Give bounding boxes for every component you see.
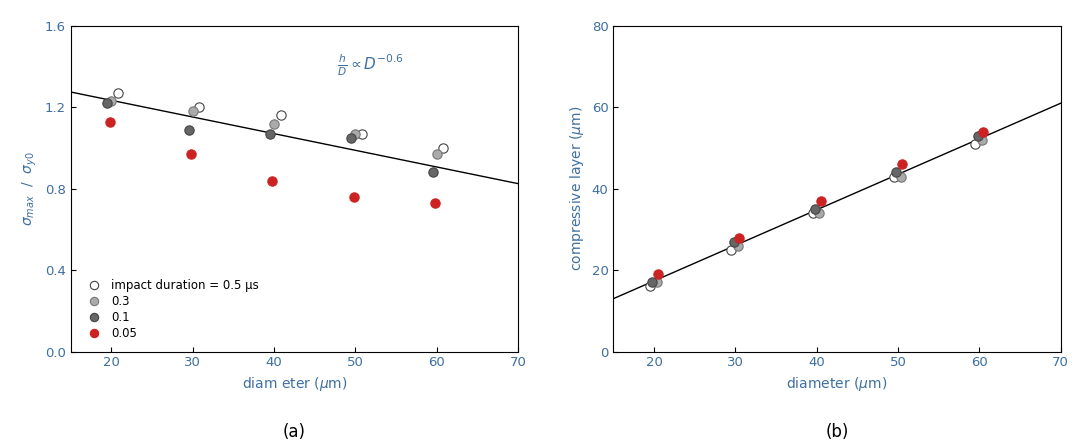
Point: [807, 206, 824, 213]
Point: [347, 130, 364, 138]
X-axis label: diameter ($\mu$m): diameter ($\mu$m): [787, 375, 887, 393]
Point: [894, 161, 911, 168]
Y-axis label: $\sigma_{max}$  /  $\sigma_{y0}$: $\sigma_{max}$ / $\sigma_{y0}$: [21, 151, 39, 226]
Point: [353, 130, 371, 138]
Point: [969, 132, 986, 139]
Point: [184, 108, 202, 115]
Point: [641, 283, 658, 290]
Point: [812, 198, 829, 205]
Point: [647, 279, 665, 286]
Point: [644, 279, 662, 286]
Point: [811, 210, 828, 217]
Point: [424, 169, 441, 176]
Point: [271, 112, 289, 119]
Point: [191, 104, 208, 111]
Point: [265, 120, 282, 127]
Point: [98, 100, 116, 107]
Point: [346, 193, 363, 200]
Point: [109, 89, 126, 97]
Point: [435, 145, 452, 152]
Legend: impact duration = 0.5 μs, 0.3, 0.1, 0.05: impact duration = 0.5 μs, 0.3, 0.1, 0.05: [76, 273, 265, 346]
Point: [725, 238, 742, 245]
Point: [723, 246, 740, 253]
Point: [967, 140, 984, 147]
Point: [180, 126, 197, 133]
Point: [264, 177, 281, 184]
Point: [342, 134, 360, 142]
Point: [101, 118, 119, 125]
Point: [974, 128, 992, 135]
Point: [650, 271, 667, 278]
Point: [885, 173, 903, 180]
Text: (a): (a): [282, 423, 306, 441]
X-axis label: diam eter ($\mu$m): diam eter ($\mu$m): [242, 375, 348, 393]
Y-axis label: compressive layer ($\mu$m): compressive layer ($\mu$m): [568, 106, 586, 271]
Point: [887, 169, 905, 176]
Point: [892, 173, 909, 180]
Point: [182, 150, 199, 158]
Text: $\frac{h}{D}$$\propto D^{-0.6}$: $\frac{h}{D}$$\propto D^{-0.6}$: [337, 52, 404, 78]
Text: (b): (b): [825, 423, 849, 441]
Point: [428, 150, 446, 158]
Point: [426, 199, 444, 206]
Point: [973, 136, 991, 143]
Point: [102, 97, 120, 105]
Point: [730, 234, 748, 241]
Point: [804, 210, 822, 217]
Point: [262, 130, 279, 138]
Point: [729, 242, 747, 249]
